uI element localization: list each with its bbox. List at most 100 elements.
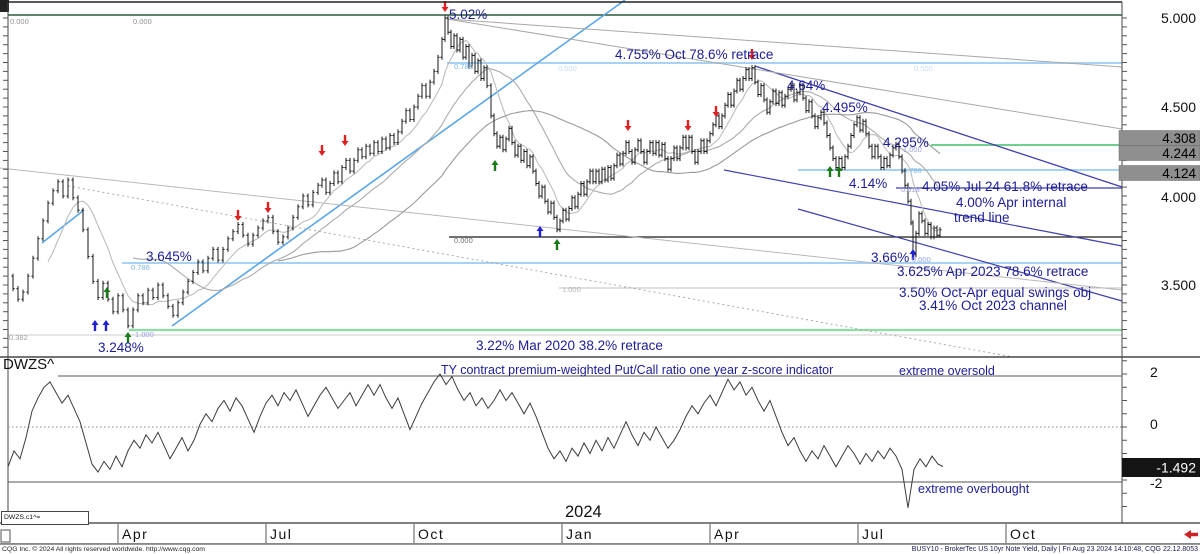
trend-line [446, 18, 1123, 130]
price-annotation: 4.05% Jul 24 61.8% retrace [922, 179, 1088, 194]
price-bars [11, 15, 942, 329]
axis-corner-cell [0, 529, 11, 543]
level-highlight-box [1118, 165, 1200, 181]
moving-average-line [132, 68, 941, 292]
buy-signal-arrow-icon [491, 160, 499, 171]
trend-line [797, 208, 1123, 302]
time-axis[interactable]: Apr Jul Oct Jan Apr Jul Oct [0, 522, 1200, 544]
sell-signal-arrow-icon [684, 120, 692, 131]
buy-signal-arrow-icon [124, 332, 132, 343]
price-annotation: 4.64% [787, 78, 825, 93]
trend-line [754, 65, 1123, 188]
sell-signal-arrow-icon [441, 1, 449, 12]
quote-info-text: BUSY10 - BrokerTec US 10yr Note Yield, D… [911, 546, 1198, 553]
sell-signal-arrow-icon [234, 210, 242, 221]
trend-line [67, 185, 1014, 358]
fib-level-label: 0.000 [133, 17, 152, 26]
price-annotation: 3.625% Apr 2023 78.6% retrace [897, 264, 1088, 279]
month-label: Apr [714, 526, 740, 542]
trend-line [171, 0, 626, 327]
swing-low-arrow-icon [91, 320, 99, 331]
zscore-scale-label: 0 [1150, 416, 1158, 432]
sell-signal-arrow-icon [712, 106, 720, 117]
swing-low-arrow-icon [909, 249, 917, 260]
month-label: Jan [566, 526, 593, 542]
zscore-line [7, 373, 944, 508]
price-annotation: 5.02% [449, 7, 487, 22]
price-annotation: 4.755% Oct 78.6% retrace [615, 47, 773, 62]
fib-level-label: 0.500 [914, 64, 933, 73]
fib-level-label: 0.786 [903, 166, 922, 175]
instrument-symbol-box[interactable]: DWZS.c1^= [1, 511, 89, 525]
level-highlight-value: 4.244 [1162, 146, 1196, 161]
price-annotation: 3.248% [98, 340, 144, 355]
extreme-overbought-label: extreme overbought [918, 482, 1030, 496]
scroll-left-arrow-icon[interactable] [1184, 530, 1198, 539]
month-label: Jul [270, 526, 292, 542]
fib-level-labels: 0.000 0.000 0.786 0.500 0.500 1.000 0.786 0.618… [9, 17, 933, 342]
fib-level-label: 0.000 [10, 17, 29, 26]
buy-signal-arrow-icon [103, 287, 111, 298]
copyright-text: CQG Inc. © 2024 All rights reserved worl… [2, 546, 205, 553]
fib-level-label: 1.000 [135, 330, 154, 339]
last-value-box [1122, 458, 1200, 477]
sell-signal-arrow-icon [748, 49, 756, 60]
zscore-scale-label: 2 [1150, 364, 1158, 380]
sell-signal-arrow-icon [264, 202, 272, 213]
price-annotation: 3.50% Oct-Apr equal swings obj [899, 285, 1091, 300]
price-scale-label: 5.000 [1161, 10, 1196, 26]
swing-low-arrow-icon [536, 226, 544, 237]
price-annotation: 4.495% [822, 100, 868, 115]
indicator-study-label: DWZS^ [3, 356, 55, 373]
sell-signal-arrow-icon [624, 120, 632, 131]
corner-grip[interactable] [0, 0, 9, 12]
moving-average-line [277, 110, 941, 262]
buy-signal-arrow-icon [826, 166, 834, 177]
month-label: Oct [418, 526, 444, 542]
level-highlight-value: 4.124 [1162, 166, 1196, 181]
fib-level-label: 1.000 [903, 145, 922, 154]
fib-level-label: 0.000 [912, 255, 931, 264]
level-highlight-value: 4.308 [1162, 131, 1196, 146]
month-label: Jul [862, 526, 884, 542]
buy-signal-arrow-icon [553, 239, 561, 250]
trend-line [446, 18, 1123, 68]
price-scale-label: 4.500 [1161, 99, 1196, 115]
fib-level-label: 0.786 [131, 263, 150, 272]
sell-signal-arrow-icon [341, 135, 349, 146]
fib-level-label: 1.000 [562, 285, 581, 294]
price-annotation: 3.645% [146, 249, 192, 264]
fib-level-label: 0.500 [558, 64, 577, 73]
fib-level-label: 0.618 [901, 185, 920, 194]
swing-low-arrow-icon [102, 320, 110, 331]
trend-line [0, 167, 1123, 291]
fib-level-label: 0.786 [454, 62, 473, 71]
signal-arrows [91, 1, 917, 343]
level-highlight-box [1118, 145, 1200, 161]
price-annotation: 3.22% Mar 2020 38.2% retrace [476, 338, 663, 353]
price-annotation: 4.14% [849, 176, 887, 191]
price-level-lines [8, 14, 1122, 336]
price-annotation: 3.66% [871, 250, 909, 265]
year-label: 2024 [565, 503, 602, 521]
month-label: Oct [1010, 526, 1036, 542]
price-scale-label: 4.000 [1161, 189, 1196, 205]
price-scale-label: 3.500 [1161, 277, 1196, 293]
extreme-oversold-label: extreme oversold [899, 364, 995, 378]
price-annotations: 5.02% 4.755% Oct 78.6% retrace 4.64% 4.495%… [98, 7, 1091, 355]
price-annotation: 3.41% Oct 2023 channel [919, 298, 1067, 313]
status-bar: CQG Inc. © 2024 All rights reserved worl… [0, 544, 1200, 554]
price-annotation: 4.00% Apr internal [956, 195, 1066, 210]
fib-level-label: 0.382 [9, 333, 28, 342]
indicator-title: TY contract premium-weighted Put/Call ra… [441, 363, 834, 377]
last-value-text: -1.492 [1156, 460, 1196, 476]
price-annotation: 4.295% [883, 135, 929, 150]
month-label: Apr [122, 526, 148, 542]
buy-signal-arrow-icon [835, 166, 843, 177]
trend-line [41, 209, 85, 244]
zscore-scale-label: -2 [1150, 475, 1163, 491]
instrument-symbol-text: DWZS.c1^= [4, 514, 41, 521]
